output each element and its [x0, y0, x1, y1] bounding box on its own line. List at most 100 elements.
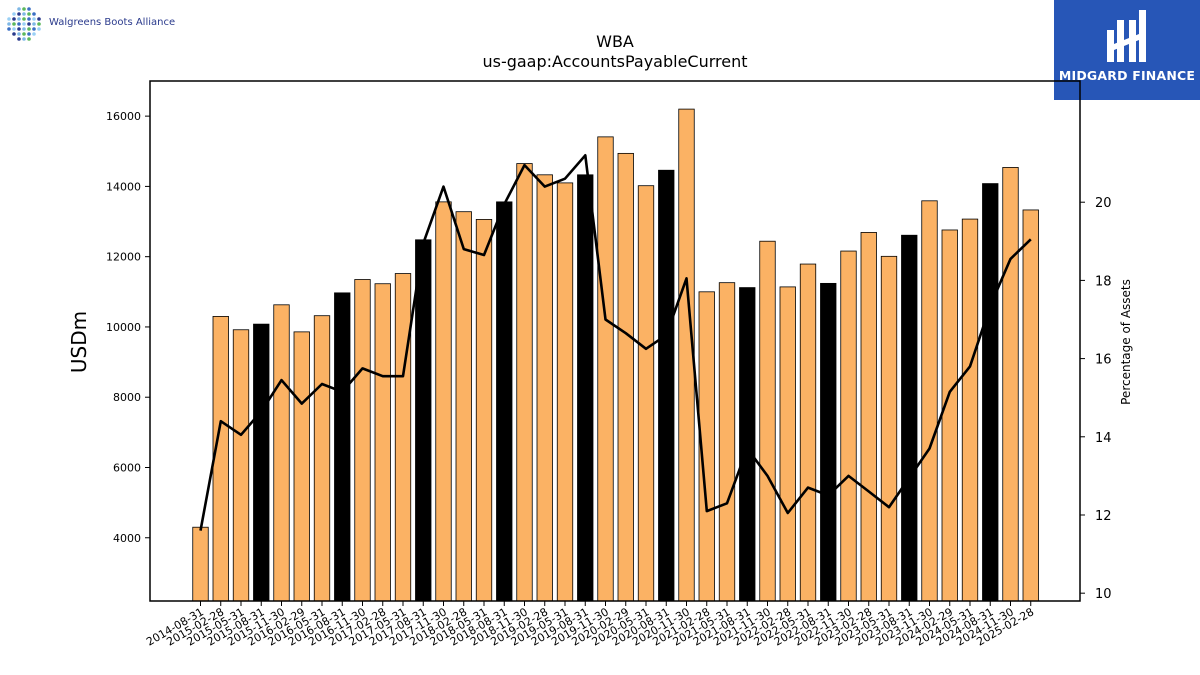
- logo-dot: [12, 32, 16, 36]
- logo-dot: [32, 22, 36, 26]
- bar: [577, 174, 594, 602]
- bar: [658, 169, 675, 602]
- logo-dot: [22, 27, 26, 31]
- logo-dot: [22, 7, 26, 11]
- bar: [435, 201, 452, 602]
- logo-dot: [32, 27, 36, 31]
- logo-dot: [12, 27, 16, 31]
- bar: [820, 282, 837, 602]
- y-tick-label: 12000: [106, 251, 141, 264]
- logo-dot: [27, 7, 31, 11]
- bar: [192, 526, 209, 602]
- bar: [961, 218, 979, 602]
- y-tick-label: 14000: [106, 180, 141, 193]
- logo-dot: [37, 27, 41, 31]
- logo-dot: [27, 22, 31, 26]
- y2-tick-label: 10: [1095, 587, 1112, 602]
- bar: [779, 286, 796, 602]
- logo-dot: [37, 17, 41, 21]
- partner-name: MIDGARD FINANCE: [1058, 68, 1196, 83]
- logo-dot: [22, 17, 26, 21]
- left-axis: 4000 6000 8000 10000 12000 14000 16000: [106, 110, 150, 545]
- bar: [212, 316, 229, 602]
- chart-title: WBA: [596, 32, 634, 51]
- logo-dot: [17, 27, 21, 31]
- logo-dot: [32, 17, 36, 21]
- y-axis-label: USDm: [67, 311, 91, 373]
- partner-logo: MIDGARD FINANCE: [1054, 0, 1200, 100]
- bar: [901, 234, 918, 602]
- bar: [1022, 209, 1039, 602]
- logo-dot: [12, 22, 16, 26]
- bar: [455, 211, 472, 602]
- logo-dot: [17, 17, 21, 21]
- bar: [536, 174, 553, 602]
- bar: [293, 331, 310, 602]
- plot-frame: [149, 80, 1081, 602]
- partner-logo-icon: [1107, 10, 1146, 62]
- y2-tick-label: 12: [1095, 509, 1112, 524]
- bar: [982, 183, 999, 602]
- line-series-path: [199, 154, 1032, 531]
- logo-dot: [7, 17, 11, 21]
- logo-dot: [17, 32, 21, 36]
- bar: [637, 185, 655, 602]
- logo-dot: [37, 22, 41, 26]
- bar: [941, 229, 958, 602]
- logo-dot: [27, 32, 31, 36]
- logo-dot: [17, 12, 21, 16]
- bar: [739, 287, 756, 602]
- y-tick-label: 10000: [106, 321, 141, 334]
- logo-dot: [22, 12, 26, 16]
- bar: [556, 182, 574, 602]
- bar: [374, 283, 391, 602]
- bar: [253, 323, 270, 602]
- bar: [759, 240, 776, 602]
- logo-dot: [7, 22, 11, 26]
- logo-dot: [22, 32, 26, 36]
- y2-tick-label: 14: [1095, 431, 1112, 446]
- y2-axis-label: Percentage of Assets: [1119, 279, 1133, 405]
- bar: [840, 250, 857, 602]
- bar: [232, 329, 250, 602]
- bar: [880, 255, 898, 602]
- logo-dot: [32, 32, 36, 36]
- line-series: [199, 154, 1032, 531]
- bar: [617, 152, 634, 602]
- chart-subtitle: us-gaap:AccountsPayableCurrent: [482, 52, 748, 71]
- x-axis: 2014-08-312015-02-282015-05-312015-08-31…: [144, 601, 1036, 649]
- bar: [1002, 167, 1019, 602]
- bar: [860, 232, 877, 602]
- logo-dot: [7, 27, 11, 31]
- company-logo: Walgreens Boots Alliance: [4, 4, 194, 44]
- y-tick-label: 16000: [106, 110, 141, 123]
- logo-dot: [12, 17, 16, 21]
- bar: [313, 315, 331, 602]
- bar: [516, 163, 533, 602]
- company-logo-icon: [7, 7, 41, 41]
- bar: [394, 273, 412, 602]
- bar: [273, 304, 290, 602]
- y-tick-label: 6000: [113, 461, 141, 474]
- logo-dot: [27, 17, 31, 21]
- logo-dot: [27, 27, 31, 31]
- y-tick-label: 4000: [113, 532, 141, 545]
- logo-dot: [12, 12, 16, 16]
- bar: [597, 136, 614, 602]
- logo-dot: [17, 37, 21, 41]
- logo-dot: [17, 22, 21, 26]
- y2-tick-label: 18: [1095, 274, 1112, 289]
- y2-tick-label: 16: [1095, 353, 1112, 368]
- bar-series: [192, 108, 1039, 602]
- bar: [496, 201, 513, 602]
- bar: [354, 279, 371, 602]
- logo-dot: [27, 37, 31, 41]
- bar: [718, 282, 736, 602]
- logo-dot: [32, 12, 36, 16]
- company-name: Walgreens Boots Alliance: [49, 17, 176, 28]
- y2-tick-label: 20: [1095, 196, 1112, 211]
- logo-dot: [17, 7, 21, 11]
- y-tick-label: 8000: [113, 391, 141, 404]
- bar: [415, 239, 432, 602]
